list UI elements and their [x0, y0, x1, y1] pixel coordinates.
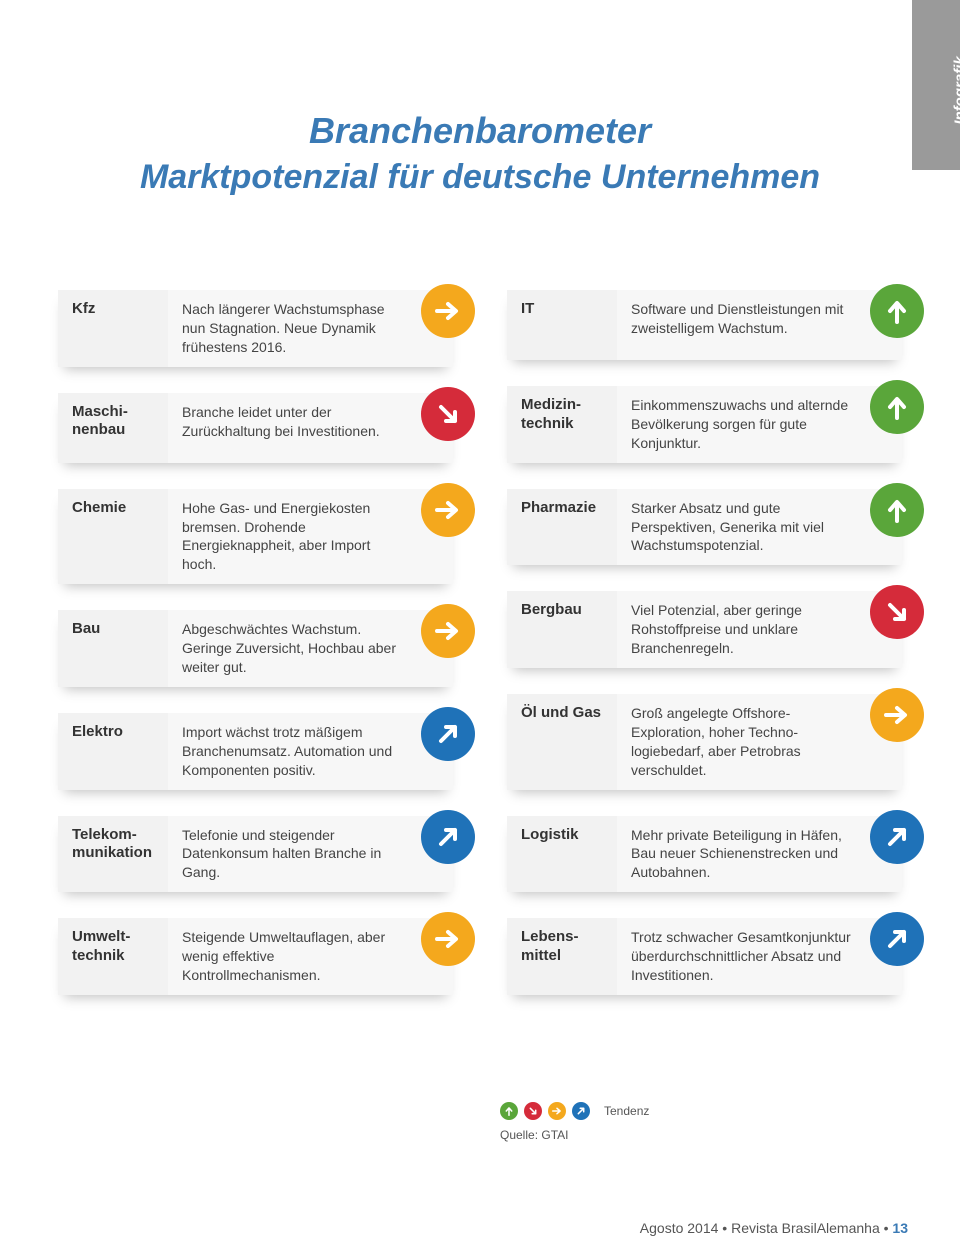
sector-description: Branche leidet unter der Zurückhaltung b…: [168, 393, 453, 463]
trend-badge: [870, 585, 924, 639]
sector-description: Import wächst trotz mäßi­gem Branchenums…: [168, 713, 453, 790]
sector-label: Lebens­mittel: [507, 918, 617, 995]
sector-label: Elektro: [58, 713, 168, 790]
sector-label: Chemie: [58, 489, 168, 585]
footer-mag: Revista BrasilAlemanha: [731, 1220, 880, 1236]
source-line: Quelle: GTAI: [500, 1128, 568, 1142]
sector-description: Abgeschwächtes Wachstum. Geringe Zuversi…: [168, 610, 453, 687]
sector-label: Bau: [58, 610, 168, 687]
trend-badge: [421, 387, 475, 441]
trend-badge: [421, 284, 475, 338]
footer-sep: •: [880, 1220, 893, 1236]
trend-badge: [421, 810, 475, 864]
sector-card: BauAbgeschwächtes Wachstum. Geringe Zuve…: [58, 610, 453, 687]
sector-label: IT: [507, 290, 617, 360]
sector-label: Pharmazie: [507, 489, 617, 566]
page-title-2: Marktpotenzial für deutsche Unternehmen: [0, 158, 960, 197]
title-block: Branchenbarometer Marktpotenzial für deu…: [0, 110, 960, 197]
sector-description: Trotz schwacher Gesamt­konjunktur überdu…: [617, 918, 902, 995]
trend-badge: [870, 380, 924, 434]
legend-label: Tendenz: [604, 1104, 649, 1118]
legend: Tendenz: [500, 1102, 649, 1120]
sector-card: Öl und GasGroß angelegte Offshore-Explor…: [507, 694, 902, 790]
sector-card: LogistikMehr private Beteiligung in Häfe…: [507, 816, 902, 893]
trend-badge: [870, 912, 924, 966]
sector-description: Einkommenszuwachs und alternde Bevölkeru…: [617, 386, 902, 463]
sector-card: Medizin­technikEinkommenszuwachs und alt…: [507, 386, 902, 463]
legend-icon: [500, 1102, 518, 1120]
sector-description: Groß angelegte Offshore-Exploration, hoh…: [617, 694, 902, 790]
trend-badge: [421, 707, 475, 761]
sector-card: ITSoftware und Dienstleis­tungen mit zwe…: [507, 290, 902, 360]
footer-sep: •: [718, 1220, 731, 1236]
sector-card: BergbauViel Potenzial, aber geringe Rohs…: [507, 591, 902, 668]
right-column: ITSoftware und Dienstleis­tungen mit zwe…: [507, 290, 902, 995]
columns: KfzNach längerer Wachstums­phase nun Sta…: [58, 290, 902, 995]
sector-description: Hohe Gas- und Energiekos­ten bremsen. Dr…: [168, 489, 453, 585]
sector-description: Starker Absatz und gute Perspektiven, Ge…: [617, 489, 902, 566]
sector-card: PharmazieStarker Absatz und gute Perspek…: [507, 489, 902, 566]
sector-card: KfzNach längerer Wachstums­phase nun Sta…: [58, 290, 453, 367]
trend-badge: [421, 912, 475, 966]
sector-description: Software und Dienstleis­tungen mit zweis…: [617, 290, 902, 360]
sector-description: Nach längerer Wachstums­phase nun Stagna…: [168, 290, 453, 367]
left-column: KfzNach längerer Wachstums­phase nun Sta…: [58, 290, 453, 995]
sector-label: Maschi­nenbau: [58, 393, 168, 463]
trend-badge: [870, 688, 924, 742]
sector-label: Bergbau: [507, 591, 617, 668]
trend-badge: [870, 810, 924, 864]
sector-description: Steigende Umweltaufla­gen, aber wenig ef…: [168, 918, 453, 995]
trend-badge: [421, 604, 475, 658]
footer-page: 13: [892, 1220, 908, 1236]
footer-date: Agosto 2014: [640, 1220, 719, 1236]
trend-badge: [870, 483, 924, 537]
sector-label: Umwelt­technik: [58, 918, 168, 995]
trend-badge: [870, 284, 924, 338]
legend-icon: [548, 1102, 566, 1120]
sector-label: Logistik: [507, 816, 617, 893]
footer: Agosto 2014 • Revista BrasilAlemanha • 1…: [640, 1220, 908, 1236]
sector-card: Umwelt­technikSteigende Umweltaufla­gen,…: [58, 918, 453, 995]
sector-description: Viel Potenzial, aber geringe Rohstoffpre…: [617, 591, 902, 668]
page-title-1: Branchenbarometer: [0, 110, 960, 152]
sector-card: ChemieHohe Gas- und Energiekos­ten brems…: [58, 489, 453, 585]
sector-label: Öl und Gas: [507, 694, 617, 790]
legend-icon: [572, 1102, 590, 1120]
sector-card: ElektroImport wächst trotz mäßi­gem Bran…: [58, 713, 453, 790]
sector-description: Telefonie und steigender Datenkonsum hal…: [168, 816, 453, 893]
sector-label: Telekom­munikation: [58, 816, 168, 893]
sector-label: Medizin­technik: [507, 386, 617, 463]
sector-description: Mehr private Beteiligung in Häfen, Bau n…: [617, 816, 902, 893]
trend-badge: [421, 483, 475, 537]
sector-card: Maschi­nenbauBranche leidet unter der Zu…: [58, 393, 453, 463]
sector-card: Lebens­mittelTrotz schwacher Gesamt­konj…: [507, 918, 902, 995]
legend-icon: [524, 1102, 542, 1120]
sector-label: Kfz: [58, 290, 168, 367]
sector-card: Telekom­munikationTelefonie und steigend…: [58, 816, 453, 893]
